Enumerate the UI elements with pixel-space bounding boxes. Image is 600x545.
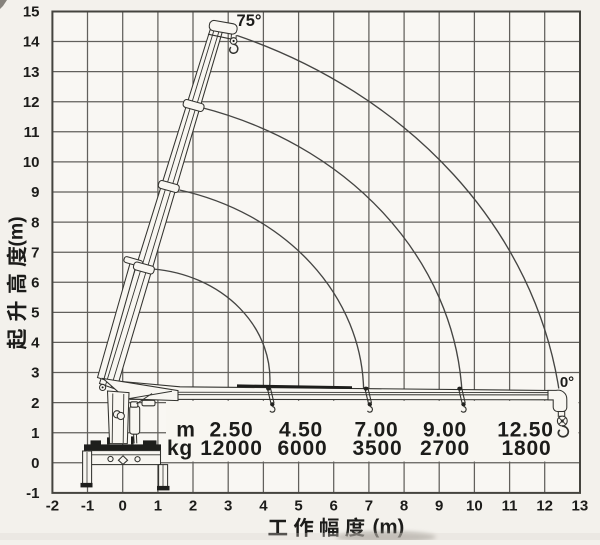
svg-text:0: 0 bbox=[119, 498, 127, 515]
svg-text:kg: kg bbox=[167, 437, 193, 460]
svg-text:12: 12 bbox=[536, 498, 553, 515]
svg-text:0°: 0° bbox=[560, 374, 574, 391]
svg-text:8: 8 bbox=[400, 498, 408, 515]
svg-text:12.50: 12.50 bbox=[497, 419, 554, 442]
svg-text:4: 4 bbox=[259, 498, 268, 515]
svg-text:75°: 75° bbox=[237, 12, 262, 30]
svg-text:m: m bbox=[176, 419, 195, 442]
svg-text:7.00: 7.00 bbox=[354, 419, 398, 442]
svg-text:4: 4 bbox=[31, 335, 40, 352]
svg-text:9.00: 9.00 bbox=[423, 419, 467, 442]
svg-text:14: 14 bbox=[23, 34, 40, 51]
svg-text:13: 13 bbox=[23, 64, 40, 81]
svg-text:1: 1 bbox=[31, 425, 39, 442]
svg-text:-1: -1 bbox=[26, 485, 39, 502]
svg-text:2.50: 2.50 bbox=[209, 419, 253, 442]
svg-text:10: 10 bbox=[23, 154, 40, 171]
svg-text:11: 11 bbox=[24, 124, 40, 141]
svg-text:6: 6 bbox=[330, 498, 338, 515]
svg-text:12: 12 bbox=[23, 94, 40, 111]
svg-text:2: 2 bbox=[189, 498, 197, 515]
svg-text:12000: 12000 bbox=[200, 437, 262, 460]
svg-text:(m): (m) bbox=[6, 216, 28, 246]
svg-text:5: 5 bbox=[294, 498, 302, 515]
svg-text:3500: 3500 bbox=[353, 437, 403, 460]
svg-text:2: 2 bbox=[31, 395, 39, 412]
svg-text:7: 7 bbox=[365, 498, 373, 515]
svg-text:5: 5 bbox=[31, 305, 39, 322]
svg-text:-2: -2 bbox=[46, 498, 59, 515]
svg-text:0: 0 bbox=[31, 455, 39, 472]
svg-text:6: 6 bbox=[31, 275, 39, 292]
svg-text:7: 7 bbox=[31, 244, 39, 261]
svg-text:2700: 2700 bbox=[420, 437, 470, 460]
svg-text:10: 10 bbox=[466, 498, 483, 515]
svg-text:9: 9 bbox=[435, 498, 443, 515]
svg-text:-1: -1 bbox=[81, 498, 94, 515]
svg-text:4.50: 4.50 bbox=[279, 419, 323, 442]
svg-text:1800: 1800 bbox=[502, 437, 552, 460]
svg-text:3: 3 bbox=[31, 365, 39, 382]
svg-text:9: 9 bbox=[31, 184, 39, 201]
svg-text:13: 13 bbox=[572, 498, 589, 515]
svg-text:1: 1 bbox=[154, 498, 162, 515]
svg-text:6000: 6000 bbox=[278, 437, 328, 460]
svg-text:3: 3 bbox=[224, 498, 232, 515]
svg-text:8: 8 bbox=[31, 214, 39, 231]
svg-text:11: 11 bbox=[502, 498, 518, 515]
svg-text:15: 15 bbox=[23, 4, 40, 21]
